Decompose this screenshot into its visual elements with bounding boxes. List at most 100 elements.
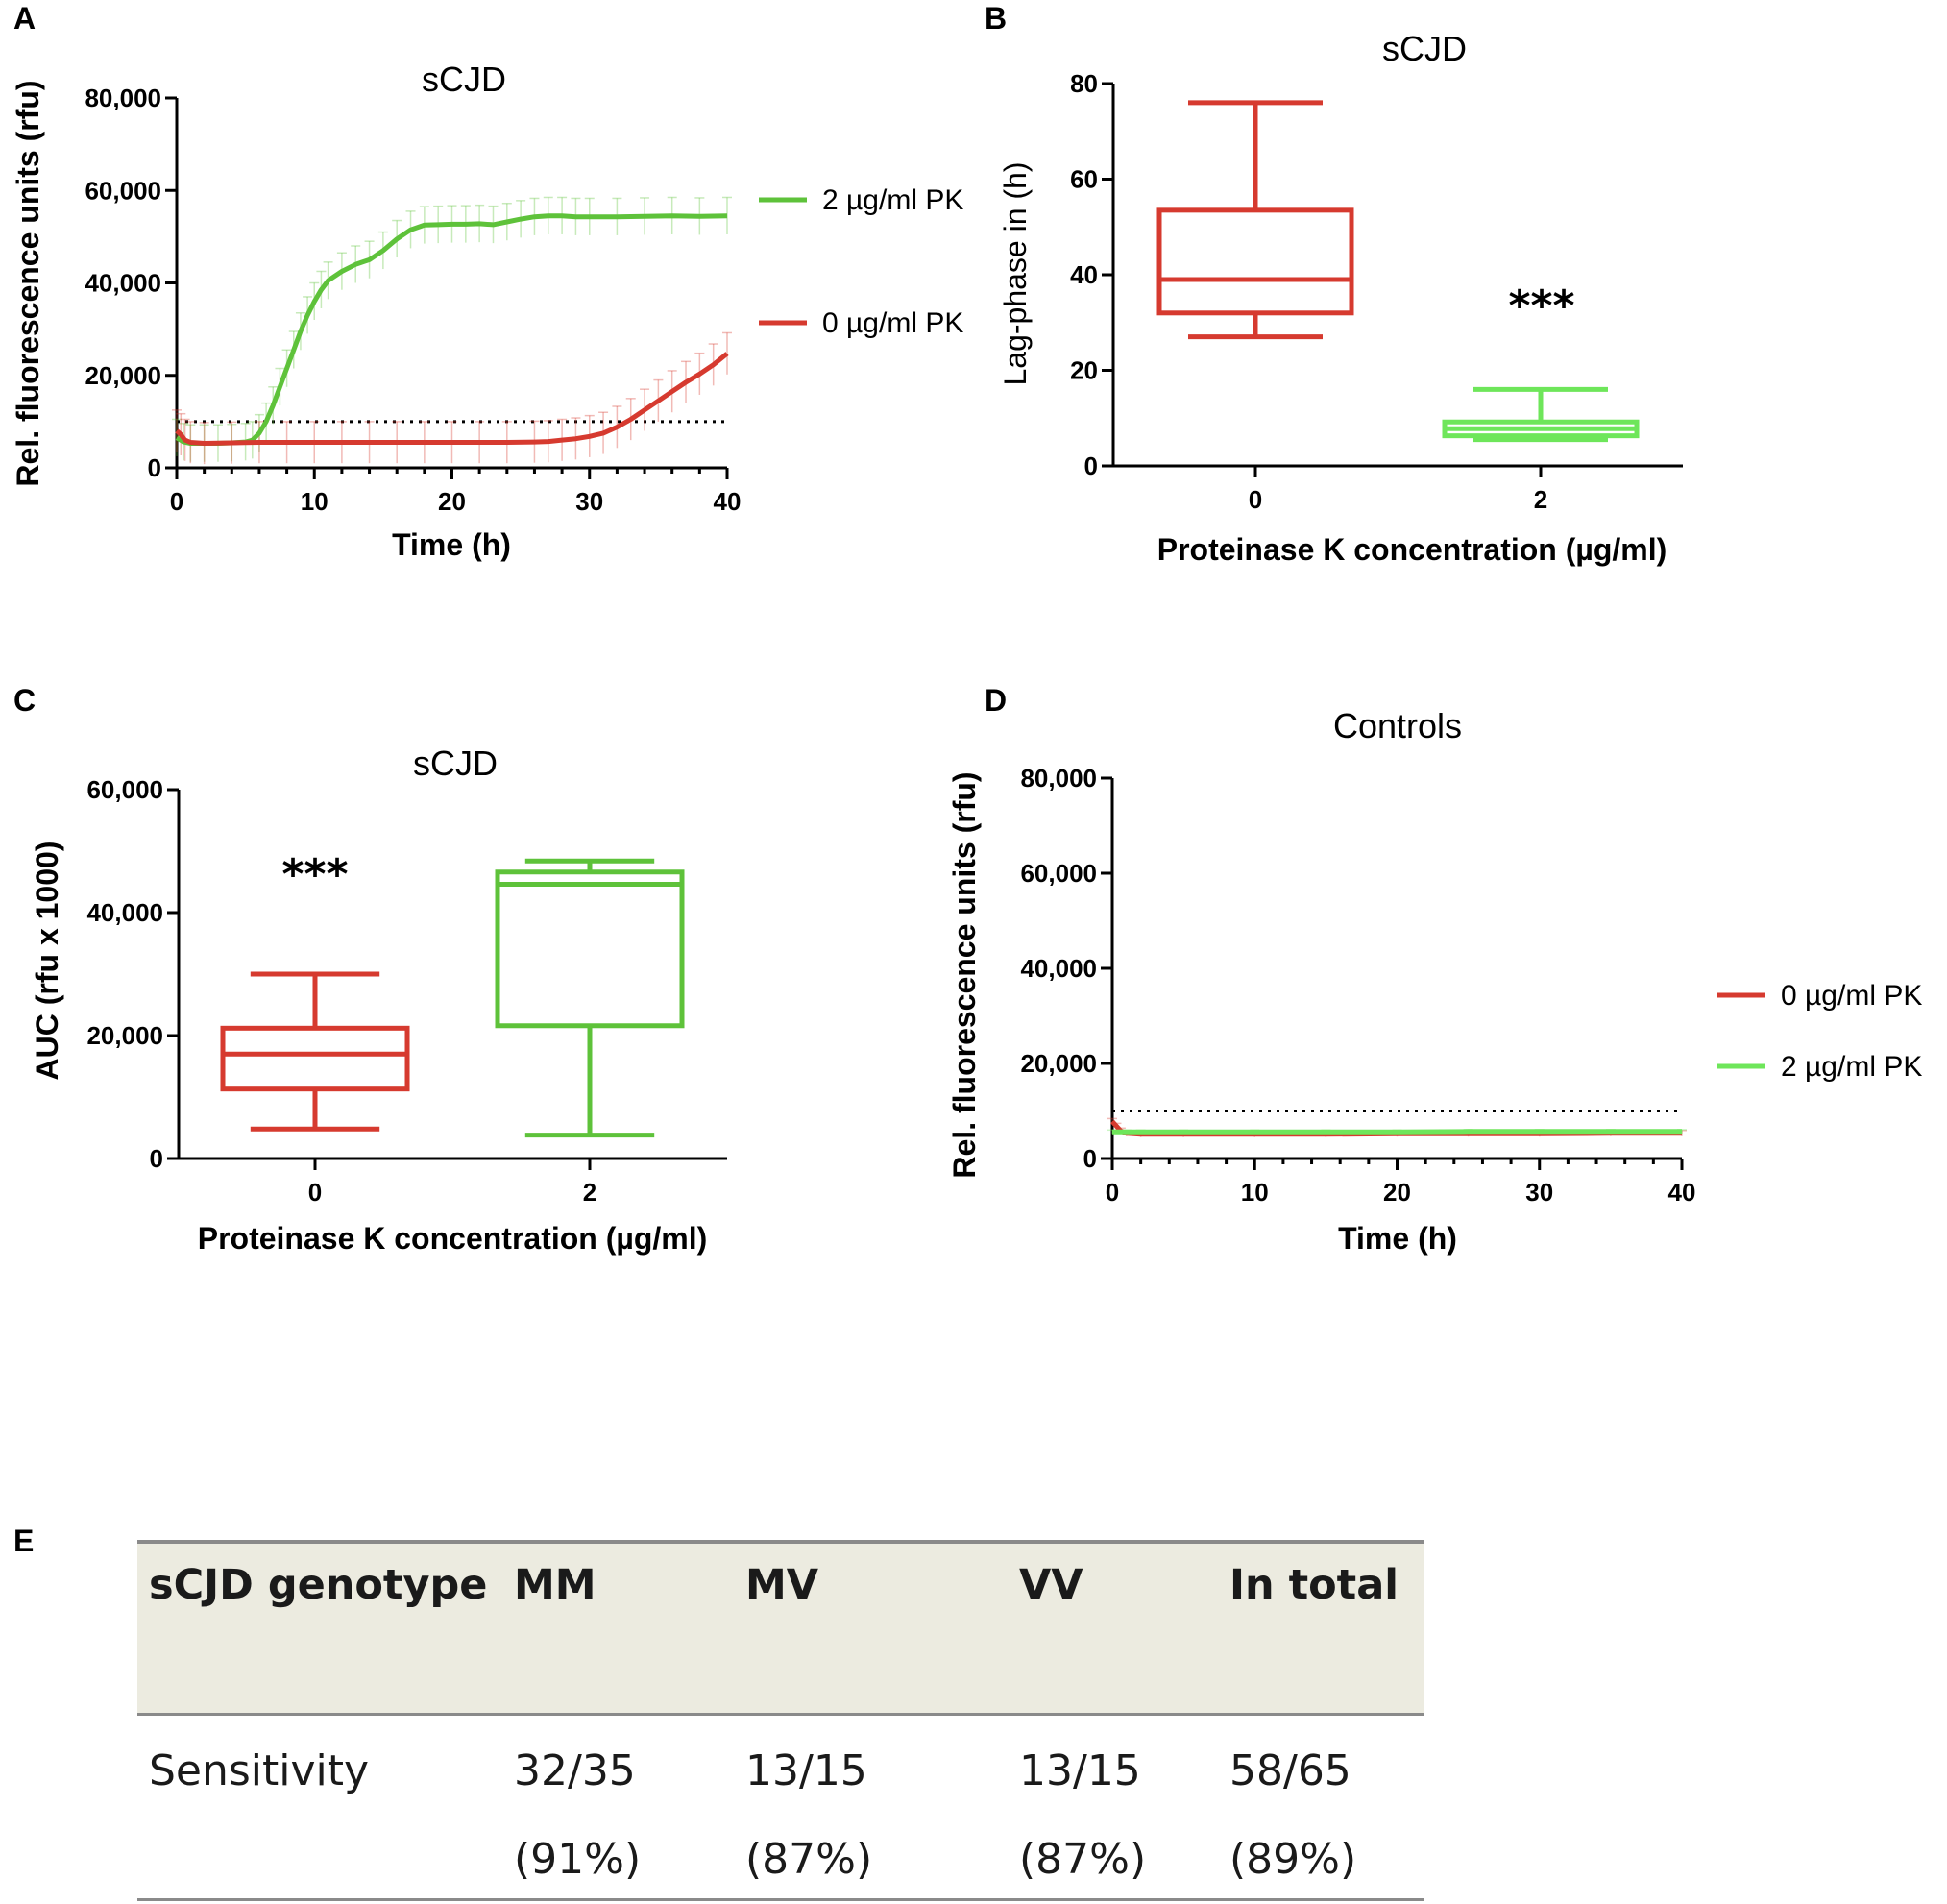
panel-b-y-tick-label: 40	[1070, 260, 1098, 289]
box-2	[1442, 386, 1640, 443]
box-0	[1156, 100, 1354, 340]
panel-d-x-tick-label: 0	[1106, 1178, 1119, 1207]
panel-a-title: sCJD	[422, 60, 506, 99]
table-cell-vv-percent: (87%)	[1019, 1835, 1147, 1884]
panel-a-y-tick-label: 20,000	[85, 361, 161, 390]
table-cell-vv-fraction: 13/15	[1019, 1746, 1141, 1795]
table-cell-mv-fraction: 13/15	[745, 1746, 867, 1795]
panel-c-x-label: Proteinase K concentration (µg/ml)	[198, 1221, 708, 1256]
table-header-mm: MM	[514, 1561, 596, 1609]
panel-a-x-tick-label: 20	[438, 487, 466, 516]
panel-d-legend: 0 µg/ml PK 2 µg/ml PK	[1717, 980, 1922, 1083]
panel-a-chart: sCJD 0 20,000 40,000 60,000 80,000 0 10 20 30 40…	[11, 60, 963, 562]
panel-c-y-ticks: 0 20,000 40,000 60,000	[86, 775, 179, 1173]
table-header-total: In total	[1229, 1561, 1399, 1609]
panel-a-x-ticks: 0 10 20 30 40	[170, 468, 742, 516]
panel-b-y-ticks: 0 20 40 60 80	[1070, 69, 1113, 480]
panel-c-y-tick-label: 40,000	[86, 898, 163, 927]
table-cell-mv: 13/15 (87%)	[745, 1727, 872, 1904]
panel-d-y-tick-label: 20,000	[1020, 1049, 1097, 1078]
panel-c-significance: ***	[281, 850, 348, 899]
panel-letter-a: A	[13, 1, 36, 36]
table-cell-mv-percent: (87%)	[745, 1835, 873, 1884]
box-rect	[1156, 207, 1354, 316]
table-cell-mm: 32/35 (91%)	[514, 1727, 641, 1904]
table-row-label: Sensitivity	[149, 1746, 370, 1795]
panel-d-y-tick-label: 0	[1083, 1144, 1097, 1173]
legend-label: 0 µg/ml PK	[822, 307, 963, 339]
panel-d-y-ticks: 0 20,000 40,000 60,000 80,000	[1020, 764, 1112, 1173]
panel-letter-e: E	[13, 1524, 34, 1558]
panel-c-x-tick-label: 2	[583, 1178, 596, 1207]
panel-c-title: sCJD	[413, 744, 498, 783]
panel-a-legend: 2 µg/ml PK 0 µg/ml PK	[759, 184, 963, 339]
box-rect	[220, 1025, 410, 1092]
panel-b-x-tick-label: 2	[1534, 485, 1547, 514]
panel-c-x-tick-label: 0	[308, 1178, 322, 1207]
panel-d-chart: Controls 0 20,000 40,000 60,000 80,000 0 10 20…	[947, 706, 1922, 1256]
panel-b-significance: ***	[1508, 281, 1574, 330]
panel-d-y-tick-label: 80,000	[1020, 764, 1097, 793]
panel-b-x-tick-label: 0	[1249, 485, 1262, 514]
panel-d-title: Controls	[1333, 706, 1462, 745]
panel-d-x-ticks: 0 10 20 30 40	[1106, 1159, 1696, 1207]
panel-b-title: sCJD	[1382, 29, 1467, 68]
table-header-vv: VV	[1019, 1561, 1083, 1609]
panel-a-y-tick-label: 40,000	[85, 269, 161, 298]
box-2	[495, 858, 685, 1138]
panel-a-y-tick-label: 80,000	[85, 84, 161, 112]
series-line-2-g-ml-pk	[1112, 1129, 1682, 1135]
table-header-genotype: sCJD genotype	[149, 1561, 488, 1609]
table-cell-total-percent: (89%)	[1229, 1835, 1357, 1884]
panel-b-y-tick-label: 80	[1070, 69, 1098, 98]
panel-a-y-ticks: 0 20,000 40,000 60,000 80,000	[85, 84, 177, 482]
panel-d-x-tick-label: 40	[1668, 1178, 1696, 1207]
series-line-2-g-ml-pk	[175, 213, 728, 446]
legend-label: 2 µg/ml PK	[822, 184, 963, 216]
panel-c-y-tick-label: 60,000	[86, 775, 163, 804]
panel-d-x-tick-label: 20	[1383, 1178, 1411, 1207]
panel-a-error-bars	[172, 196, 732, 465]
panel-letter-c: C	[13, 683, 36, 718]
table-cell-mm-percent: (91%)	[514, 1835, 642, 1884]
table-cell-mm-fraction: 32/35	[514, 1746, 636, 1795]
panel-d-x-tick-label: 10	[1241, 1178, 1269, 1207]
table-header-row: sCJD genotype MM MV VV In total	[137, 1540, 1424, 1716]
box-0	[220, 971, 410, 1132]
panel-a-lines	[175, 213, 729, 446]
table-cell-total-fraction: 58/65	[1229, 1746, 1351, 1795]
panel-b-boxes	[1156, 100, 1640, 443]
panel-a-y-label: Rel. fluorescence units (rfu)	[11, 80, 45, 486]
panel-letter-b: B	[985, 1, 1007, 36]
panel-d-x-label: Time (h)	[1338, 1221, 1457, 1256]
panel-b-y-tick-label: 0	[1084, 452, 1098, 480]
box-rect	[495, 869, 685, 1029]
panel-c-boxes	[220, 858, 685, 1138]
panel-d-y-tick-label: 40,000	[1020, 954, 1097, 983]
panel-d-y-tick-label: 60,000	[1020, 859, 1097, 888]
panel-d-x-tick-label: 30	[1525, 1178, 1553, 1207]
panel-a-x-label: Time (h)	[392, 527, 511, 562]
panel-d-y-label: Rel. fluorescence units (rfu)	[947, 771, 982, 1178]
panel-b-y-label: Lag-phase in (h)	[998, 161, 1033, 385]
panel-a-x-tick-label: 10	[301, 487, 329, 516]
legend-label: 2 µg/ml PK	[1781, 1051, 1922, 1083]
sensitivity-table: sCJD genotype MM MV VV In total Sensitiv…	[137, 1540, 1424, 1901]
table-cell-vv: 13/15 (87%)	[1019, 1727, 1146, 1904]
table-cell-total: 58/65 (89%)	[1229, 1727, 1356, 1904]
panel-b-x-label: Proteinase K concentration (µg/ml)	[1157, 532, 1667, 567]
panel-b-y-tick-label: 20	[1070, 356, 1098, 385]
panel-c-y-tick-label: 20,000	[86, 1021, 163, 1050]
table-header-mv: MV	[745, 1561, 819, 1609]
panel-a-x-tick-label: 40	[714, 487, 742, 516]
panel-c-y-label: AUC (rfu x 1000)	[30, 842, 64, 1081]
panel-a-x-tick-label: 30	[575, 487, 603, 516]
panel-a-y-tick-label: 0	[148, 453, 161, 482]
legend-label: 0 µg/ml PK	[1781, 980, 1922, 1012]
panel-a-y-tick-label: 60,000	[85, 176, 161, 205]
